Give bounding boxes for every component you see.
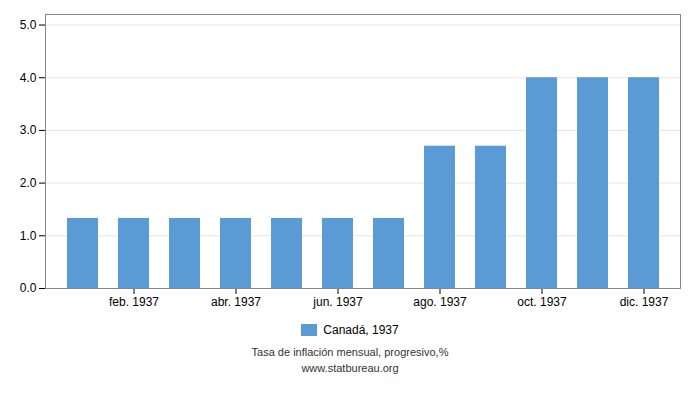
svg-text:ago. 1937: ago. 1937 (413, 295, 467, 309)
svg-text:3.0: 3.0 (20, 123, 37, 137)
svg-text:oct. 1937: oct. 1937 (517, 295, 567, 309)
html-text:www.statbureau.org: www.statbureau.org (301, 362, 399, 374)
svg-text:dic. 1937: dic. 1937 (620, 295, 669, 309)
svg-text:1.0: 1.0 (20, 229, 37, 243)
html-text:Canadá, 1937: Canadá, 1937 (323, 323, 399, 337)
svg-text:feb. 1937: feb. 1937 (109, 295, 159, 309)
svg-text:4.0: 4.0 (20, 71, 37, 85)
html-text:Tasa de inflación mensual, pro: Tasa de inflación mensual, progresivo,% (251, 346, 449, 358)
svg-text:abr. 1937: abr. 1937 (211, 295, 261, 309)
svg-text:2.0: 2.0 (20, 176, 37, 190)
svg-text:0.0: 0.0 (20, 281, 37, 295)
svg-text:jun. 1937: jun. 1937 (312, 295, 363, 309)
svg-text:5.0: 5.0 (20, 18, 37, 32)
